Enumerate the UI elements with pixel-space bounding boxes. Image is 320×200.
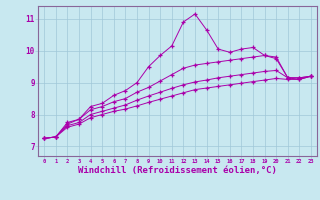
X-axis label: Windchill (Refroidissement éolien,°C): Windchill (Refroidissement éolien,°C)	[78, 166, 277, 175]
